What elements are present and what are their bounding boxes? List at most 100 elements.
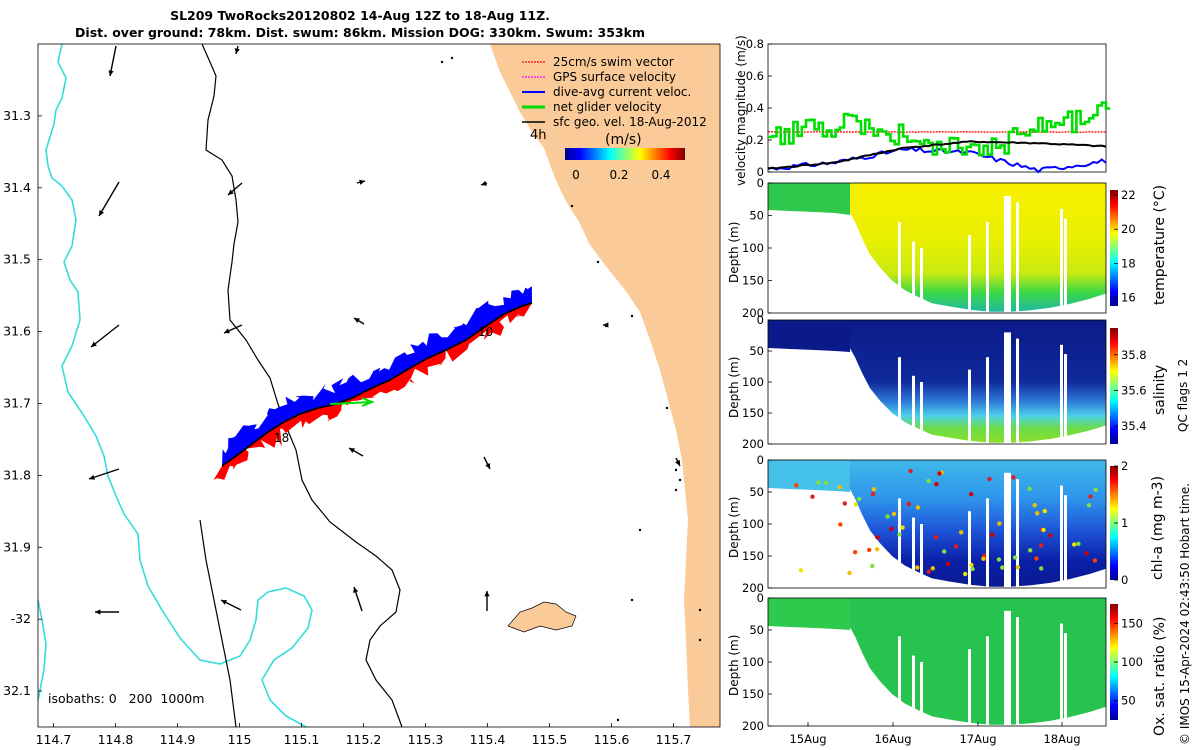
velocity-panel — [767, 43, 1111, 174]
velocity-series-net-glider — [768, 101, 1111, 157]
colorbar-tick-label: 18 — [1121, 256, 1136, 270]
chla-qc-point — [1035, 511, 1040, 516]
geostrophic-arrow — [227, 182, 243, 196]
colorbar-tick-label: 2 — [1121, 459, 1128, 473]
map-panel: 4h 10 18 25cm/s swim vector GPS surface … — [3, 43, 721, 747]
legend-net: net glider velocity — [553, 100, 661, 114]
chla-qc-point — [970, 566, 975, 572]
chla-qc-point — [1032, 503, 1037, 508]
reef-dot — [698, 638, 702, 642]
depth-tick-label: 50 — [749, 623, 764, 637]
colorbar-tick-label: 1 — [1121, 516, 1128, 530]
chla-qc-point — [1086, 503, 1092, 508]
salinity-panel — [767, 319, 1107, 445]
chla-qc-point — [908, 468, 913, 474]
geostrophic-arrow — [234, 45, 240, 55]
data-gap — [920, 382, 923, 444]
geostrophic-arrow — [484, 591, 490, 611]
map-x-tick-label: 114.9 — [160, 732, 196, 747]
map-x-tick-label: 115.2 — [346, 732, 382, 747]
chla-qc-point — [1048, 533, 1053, 538]
colorbar-tick-label: 35.6 — [1121, 383, 1147, 397]
chla-qc-point — [856, 496, 862, 502]
oxygen-panel — [767, 597, 1107, 727]
net-glider-vectors — [329, 397, 375, 407]
chla-qc-point — [981, 556, 986, 561]
data-gap — [1016, 479, 1019, 588]
chla-shallow-section — [768, 460, 850, 492]
data-gap — [898, 498, 901, 588]
chla-qc-point — [794, 483, 799, 488]
data-gap — [1064, 495, 1067, 588]
oxygen-depth-label: Depth (m) — [727, 634, 741, 696]
reef-dot — [674, 488, 678, 492]
chla-qc-point — [838, 522, 843, 527]
legend-geo: sfc geo. vel. 18-Aug-2012 — [553, 115, 707, 129]
data-gap — [1064, 218, 1067, 313]
data-gap — [912, 375, 915, 444]
data-gap — [986, 498, 989, 588]
colorbar-tick-label: 16 — [1121, 290, 1136, 304]
reef-dot — [698, 608, 702, 612]
data-gap — [968, 511, 971, 588]
island — [507, 601, 577, 633]
chla-qc-point — [1041, 527, 1046, 533]
chart-title-line2: Dist. over ground: 78km. Dist. swum: 86k… — [75, 25, 645, 40]
depth-tick-label: 200 — [742, 306, 764, 320]
geostrophic-arrow — [483, 456, 491, 470]
land-mass — [490, 44, 720, 727]
chla-qc-point — [889, 526, 894, 531]
chla-panel — [767, 459, 1107, 589]
velocity-y-tick-label: 0.2 — [746, 133, 764, 147]
data-gap — [912, 517, 915, 588]
chla-qc-point — [1000, 565, 1005, 570]
depth-tick-label: 150 — [742, 687, 764, 701]
depth-tick-label: 50 — [749, 209, 764, 223]
chla-qc-point — [1039, 566, 1044, 571]
data-gap — [986, 357, 989, 444]
chla-qc-point — [915, 565, 920, 570]
data-gap — [920, 248, 923, 313]
map-legend: 25cm/s swim vector GPS surface velocity … — [522, 55, 707, 129]
oxygen-cbar-label: Ox. sat. ratio (%) — [1152, 616, 1168, 736]
chart-title-line1: SL209 TwoRocks20120802 14-Aug 12Z to 18-… — [170, 8, 550, 23]
chla-qc-point — [1093, 487, 1098, 492]
chla-qc-point — [1084, 551, 1089, 556]
map-y-tick-label: 31.3 — [3, 108, 31, 123]
colorbar-tick-label: 150 — [1121, 616, 1143, 630]
reef-dot — [596, 260, 600, 264]
qc-flags-label: QC flags 1 2 — [1176, 358, 1190, 432]
depth-tick-label: 200 — [742, 437, 764, 451]
chla-qc-point — [937, 471, 942, 476]
isobath-200m — [201, 43, 403, 728]
geostrophic-arrow — [480, 180, 488, 186]
reef-dot — [630, 598, 634, 602]
velocity-y-tick-label: 0.4 — [746, 101, 764, 115]
chla-qc-point — [1034, 556, 1039, 561]
geostrophic-arrow — [223, 324, 243, 334]
map-colorbar: (m/s) 0 0.2 0.4 — [565, 132, 685, 182]
map-x-tick-label: 115.6 — [594, 732, 630, 747]
data-gap — [1004, 610, 1011, 726]
map-y-tick-label: 31.8 — [3, 467, 31, 482]
chla-qc-point — [990, 532, 995, 538]
data-gap — [1060, 209, 1063, 313]
depth-tick-label: 50 — [749, 344, 764, 358]
chla-qc-point — [1092, 558, 1098, 563]
temperature-panel — [767, 182, 1107, 314]
data-gap — [1004, 332, 1011, 444]
current-vector-fan — [222, 286, 532, 466]
oxygen-shallow-section — [768, 598, 850, 630]
chla-qc-point — [867, 547, 872, 553]
velocity-y-tick-label: 0 — [757, 165, 764, 179]
chla-qc-point — [963, 571, 968, 577]
colorbar-tick-label: 22 — [1121, 188, 1136, 202]
colorbar-tick-label: 35.4 — [1121, 419, 1147, 433]
chla-qc-points — [794, 468, 1098, 577]
colorbar-tick-2: 0.4 — [651, 168, 670, 182]
date-tick-label: 15Aug — [789, 732, 826, 746]
chla-qc-point — [996, 557, 1002, 562]
depth-tick-label: 0 — [757, 176, 764, 190]
chla-qc-point — [942, 549, 947, 554]
data-gap — [912, 241, 915, 313]
